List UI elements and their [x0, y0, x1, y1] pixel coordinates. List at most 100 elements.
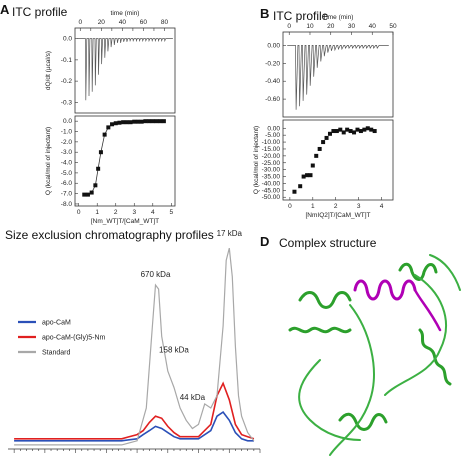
legend-label: Standard: [42, 350, 71, 357]
chart-a-top-y-tick-label: -0.1: [61, 57, 73, 64]
chart-b-bottom-data-point: [372, 129, 377, 134]
chart-a-bottom-data-point: [102, 132, 107, 137]
chart-b-bottom-x-tick-label: 3: [357, 203, 361, 210]
chart-b-bottom-data-point: [358, 129, 363, 134]
chart-b-bottom-data-point: [348, 129, 353, 134]
legend-label: apo-CaM: [42, 320, 71, 327]
chart-a-bottom-data-point: [147, 119, 152, 124]
chart-a-bottom-data-point: [85, 192, 90, 197]
chart-b-top-x-axis-label: Time (min): [323, 14, 354, 21]
chart-b-bottom-data-point: [301, 174, 306, 179]
chart-b-bottom-data-point: [324, 135, 329, 140]
chart-a-bottom-data-point: [124, 120, 129, 125]
peak-annotation: 670 kDa: [141, 270, 171, 279]
chart-b-top-thermogram-line: [287, 45, 389, 110]
chart-a-bottom-data-point: [158, 119, 163, 124]
chart-a-top-x-tick-label: 20: [98, 19, 106, 26]
chart-a-bottom-data-point: [161, 119, 166, 124]
chart-a-top-y-tick-label: -0.3: [61, 99, 73, 106]
chart-a-bottom-data-point: [110, 122, 115, 127]
chart-b-bottom-data-point: [365, 126, 370, 131]
chart-b-bottom-y-axis-label: Q (kcal/mol of injectant): [253, 126, 260, 194]
chart-a-top-thermogram-line: [77, 38, 173, 101]
chart-a-bottom-data-point: [113, 121, 118, 126]
chart-b-bottom-y-tick-label: -40.00: [262, 180, 281, 187]
panel-d-title: Complex structure: [279, 236, 377, 250]
chart-a-top-x-tick-label: 40: [119, 19, 127, 26]
helix-green-2: [288, 326, 352, 334]
loop-green-3: [384, 274, 447, 396]
chart-a-bottom-x-tick-label: 2: [114, 209, 118, 216]
chart-a-top-x-tick-label: 0: [78, 19, 82, 26]
chart-a-top-y-tick-label: -0.2: [61, 78, 73, 85]
chart-b-bottom-data-point: [292, 189, 297, 194]
panel-a-letter: A: [0, 2, 10, 17]
chart-b-bottom-x-axis-label: [NmIQ2]T/[CaM_WT]T: [306, 212, 371, 219]
chart-a-bottom-x-tick-label: 4: [151, 209, 155, 216]
chart-a-bottom-plot-frame: [74, 115, 176, 207]
chart-a-bottom-data-point: [117, 120, 122, 125]
chart-a-bottom-x-axis-label: [Nm_WT]T/[CaM_WT]T: [91, 218, 159, 225]
chart-a-bottom-y-tick-label: -6.0: [61, 180, 73, 187]
chart-b-bottom-data-point: [345, 127, 350, 132]
helix-green-3: [338, 412, 388, 431]
chart-a-bottom-data-point: [93, 183, 98, 188]
chart-a-top-plot-frame: [74, 27, 176, 114]
panel-c-title: Size exclusion chromatography profiles: [5, 228, 214, 242]
chart-a-bottom-x-tick-label: 0: [77, 209, 81, 216]
chart-b-bottom-y-tick-label: -50.00: [262, 194, 281, 201]
chart-b-bottom-data-point: [305, 173, 310, 178]
chart-b-bottom-data-point: [298, 184, 303, 189]
chart-a-bottom-x-tick-label: 1: [95, 209, 99, 216]
chart-a-bottom-y-tick-label: -3.0: [61, 149, 73, 156]
chart-b-bottom-plot-frame: [282, 119, 394, 201]
chart-a-bottom-data-point: [132, 119, 137, 124]
chart-a-bottom-y-tick-label: -5.0: [61, 170, 73, 177]
chart-b-bottom-x-tick-label: 0: [288, 203, 292, 210]
chart-a-bottom-data-point: [150, 119, 155, 124]
peak-annotation: 158 kDa: [159, 346, 189, 355]
chart-a-top-x-tick-label: 80: [161, 19, 169, 26]
chart-a-bottom-y-tick-label: -1.0: [61, 129, 73, 136]
chart-b-bottom-data-point: [317, 146, 322, 151]
chart-b-top-x-tick-label: 30: [348, 23, 356, 30]
chart-b-bottom-data-point: [310, 163, 315, 168]
helix-magenta: [353, 279, 417, 301]
series-line-apo-cam: [14, 411, 254, 442]
chart-a-top-y-axis-label: dQ/dt (µcal/s): [45, 51, 52, 90]
chart-b-bottom-y-tick-label: -10.00: [262, 139, 281, 146]
panel-b-letter: B: [260, 6, 270, 21]
series-line-standard: [14, 247, 255, 446]
chart-a-top-x-axis-label: time (min): [111, 10, 140, 17]
chart-b-bottom-y-tick-label: -25.00: [262, 160, 281, 167]
chart-b-bottom-data-point: [327, 131, 332, 136]
chart-b-top-y-tick-label: 0.00: [267, 42, 280, 49]
chart-a-bottom-data-point: [89, 190, 94, 195]
chart-a-bottom-data-point: [139, 119, 144, 124]
panel-b-title: ITC profile: [273, 9, 329, 23]
chart-b-bottom-y-tick-label: -20.00: [262, 153, 281, 160]
chart-a-bottom-y-tick-label: -2.0: [61, 139, 73, 146]
chart-b-bottom-y-tick-label: -5.00: [265, 132, 280, 139]
chart-b-top-x-tick-label: 40: [369, 23, 377, 30]
chart-a-top-x-tick-label: 60: [140, 19, 148, 26]
chart-a-bottom-y-axis-label: Q (kcal/mol of injectant): [45, 127, 52, 195]
chart-a-bottom-y-tick-label: -8.0: [61, 201, 73, 208]
chart-a-bottom-data-point: [98, 150, 103, 155]
chart-b-bottom-y-tick-label: -15.00: [262, 146, 281, 153]
chart-b-bottom-data-point: [314, 153, 319, 158]
panel-d-letter: D: [260, 234, 270, 249]
chart-b-bottom-data-point: [341, 130, 346, 135]
chart-b-bottom-y-tick-label: -45.00: [262, 187, 281, 194]
chart-b-bottom-y-tick-label: -30.00: [262, 167, 281, 174]
loop-green-1: [329, 304, 375, 456]
chart-a-bottom-x-tick-label: 3: [132, 209, 136, 216]
chart-b-top-x-tick-label: 10: [306, 23, 314, 30]
chart-b-top-x-tick-label: 50: [389, 23, 397, 30]
helix-green-5: [418, 328, 452, 386]
panel-a-title: ITC profile: [12, 5, 68, 19]
chart-b-bottom-data-point: [352, 130, 357, 135]
chart-a-bottom-y-tick-label: -7.0: [61, 191, 73, 198]
